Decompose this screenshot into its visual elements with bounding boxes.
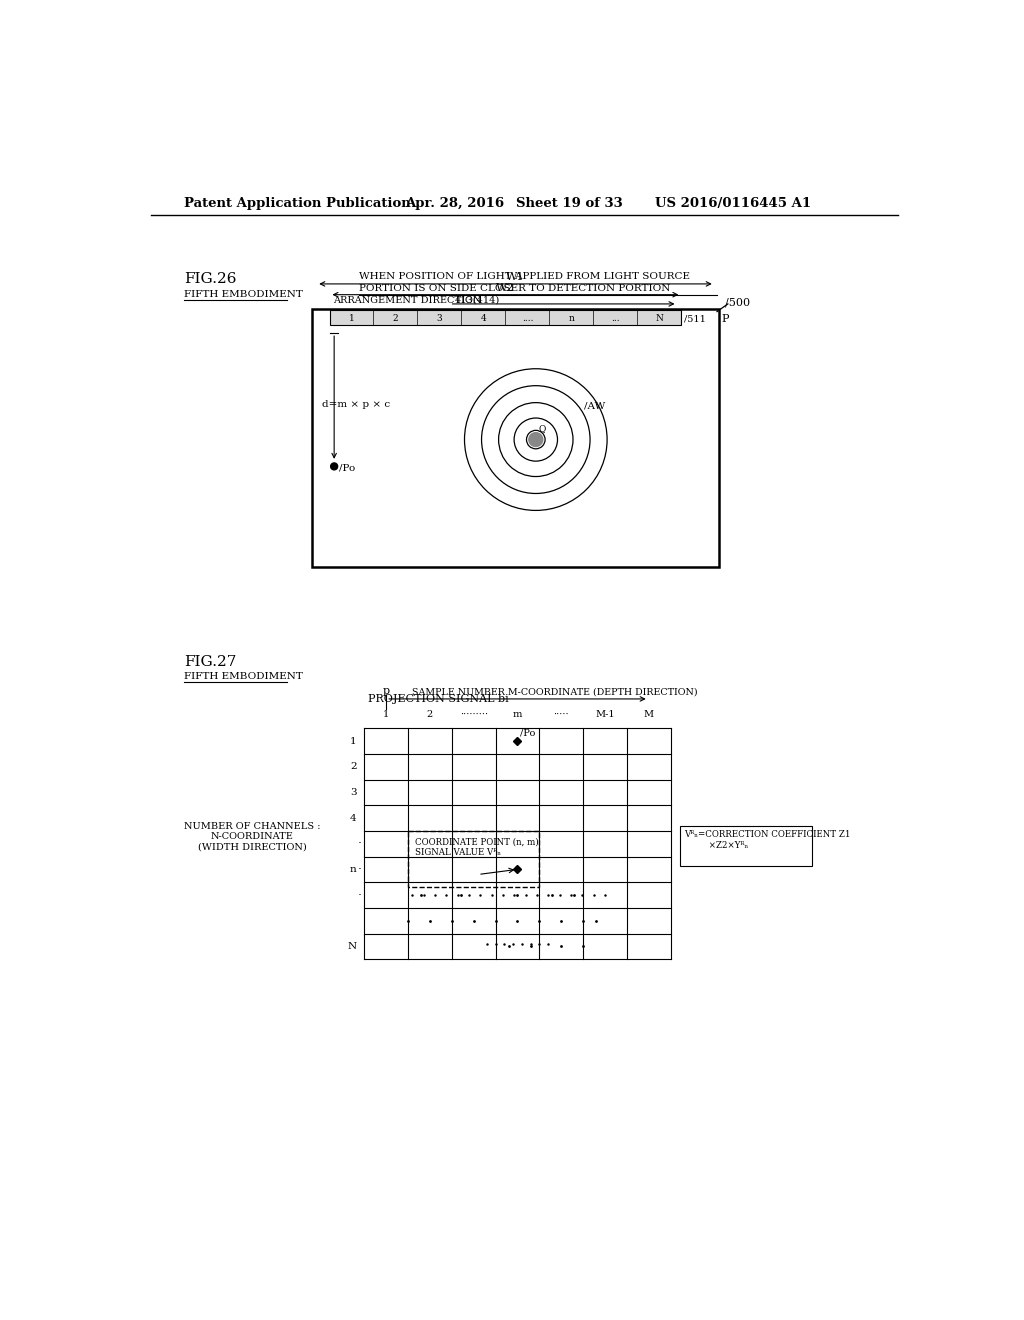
Text: n: n xyxy=(568,314,574,323)
Bar xyxy=(409,830,540,887)
Text: d=m × p × c: d=m × p × c xyxy=(322,400,390,408)
Text: W1: W1 xyxy=(506,272,524,282)
Text: M: M xyxy=(643,710,653,719)
Text: /Po: /Po xyxy=(339,463,355,473)
Text: 1: 1 xyxy=(348,314,354,323)
Bar xyxy=(330,310,681,326)
Text: FIFTH EMBODIMENT: FIFTH EMBODIMENT xyxy=(183,672,303,681)
Text: 1: 1 xyxy=(383,710,389,719)
Bar xyxy=(680,826,812,866)
Text: 4: 4 xyxy=(480,314,486,323)
Text: ·: · xyxy=(357,837,361,850)
Text: 3: 3 xyxy=(350,788,356,797)
Text: WHEN POSITION OF LIGHT APPLIED FROM LIGHT SOURCE: WHEN POSITION OF LIGHT APPLIED FROM LIGH… xyxy=(359,272,690,281)
Circle shape xyxy=(331,463,338,470)
Text: 413(414): 413(414) xyxy=(455,296,501,305)
Text: /Po: /Po xyxy=(520,729,536,738)
Text: ARRANGEMENT DIRECTION: ARRANGEMENT DIRECTION xyxy=(334,296,481,305)
Text: FIG.26: FIG.26 xyxy=(183,272,237,286)
Text: 2: 2 xyxy=(427,710,433,719)
Text: 1: 1 xyxy=(350,737,356,746)
Text: 2: 2 xyxy=(392,314,398,323)
Text: PORTION IS ON SIDE CLOSER TO DETECTION PORTION: PORTION IS ON SIDE CLOSER TO DETECTION P… xyxy=(359,284,671,293)
Text: p: p xyxy=(383,686,390,696)
Text: 4: 4 xyxy=(350,813,356,822)
Text: Q: Q xyxy=(539,424,546,433)
Circle shape xyxy=(528,433,543,446)
Text: US 2016/0116445 A1: US 2016/0116445 A1 xyxy=(655,197,811,210)
Text: Vᴿₙ=CORRECTION COEFFICIENT Z1
         ×Z2×Yᴿₙ: Vᴿₙ=CORRECTION COEFFICIENT Z1 ×Z2×Yᴿₙ xyxy=(684,830,851,850)
Text: ·········: ········· xyxy=(460,710,487,719)
Text: m: m xyxy=(513,710,522,719)
Text: Sheet 19 of 33: Sheet 19 of 33 xyxy=(515,197,623,210)
Text: PROJECTION SIGNAL bi: PROJECTION SIGNAL bi xyxy=(369,693,509,704)
Text: W2: W2 xyxy=(497,284,515,293)
Text: M-1: M-1 xyxy=(595,710,614,719)
Text: P: P xyxy=(722,314,729,323)
Text: ·: · xyxy=(357,888,361,902)
Text: /511: /511 xyxy=(684,314,706,323)
Bar xyxy=(312,309,719,566)
Text: NUMBER OF CHANNELS :
N-COORDINATE
(WIDTH DIRECTION): NUMBER OF CHANNELS : N-COORDINATE (WIDTH… xyxy=(183,822,321,851)
Text: FIG.27: FIG.27 xyxy=(183,655,237,669)
Text: FIFTH EMBODIMENT: FIFTH EMBODIMENT xyxy=(183,290,303,300)
Text: Patent Application Publication: Patent Application Publication xyxy=(183,197,411,210)
Text: ....: .... xyxy=(521,314,534,323)
Text: n: n xyxy=(350,865,356,874)
Text: 3: 3 xyxy=(436,314,442,323)
Text: N: N xyxy=(655,314,664,323)
Text: COORDINATE POINT (n, m)
SIGNAL VALUE Vᴿₙ: COORDINATE POINT (n, m) SIGNAL VALUE Vᴿₙ xyxy=(415,837,539,857)
Text: /500: /500 xyxy=(725,297,750,308)
Text: 2: 2 xyxy=(350,762,356,771)
Text: ·: · xyxy=(357,863,361,876)
Text: N: N xyxy=(347,942,356,950)
Text: ...: ... xyxy=(611,314,620,323)
Text: /AW: /AW xyxy=(584,401,605,411)
Text: Apr. 28, 2016: Apr. 28, 2016 xyxy=(406,197,505,210)
Text: ·····: ····· xyxy=(553,710,569,719)
Text: SAMPLE NUMBER M-COORDINATE (DEPTH DIRECTION): SAMPLE NUMBER M-COORDINATE (DEPTH DIRECT… xyxy=(413,688,698,697)
